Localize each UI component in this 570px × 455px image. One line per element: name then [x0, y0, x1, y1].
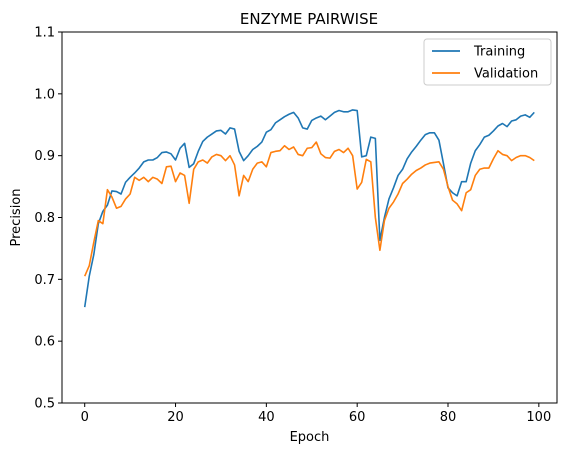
x-axis-label: Epoch: [290, 430, 330, 445]
y-tick-label: 0.9: [34, 149, 55, 164]
y-tick-label: 0.6: [34, 335, 55, 350]
plot-frame: [61, 31, 558, 404]
y-tick-label: 1.1: [34, 26, 55, 41]
y-tick-label: 1.0: [34, 87, 55, 102]
y-tick-label: 0.8: [34, 211, 55, 226]
x-axis: 0 20 40 60 80 100: [81, 403, 551, 425]
legend: Training Validation: [423, 38, 552, 86]
y-axis-label: Precision: [9, 188, 24, 246]
y-tick-label: 0.7: [34, 273, 55, 288]
legend-label-training: Training: [473, 45, 525, 60]
x-tick-label: 20: [167, 410, 184, 425]
x-tick-label: 0: [81, 410, 89, 425]
chart-title: ENZYME PAIRWISE: [240, 10, 378, 28]
y-axis: 0.5 0.6 0.7 0.8 0.9 1.0 1.1: [34, 26, 62, 412]
x-tick-label: 60: [349, 410, 366, 425]
series-line-training: [83, 109, 535, 308]
series-layer: [83, 109, 535, 308]
x-tick-label: 80: [440, 410, 457, 425]
y-tick-label: 0.5: [34, 397, 55, 412]
plot-area: [61, 31, 558, 404]
legend-label-validation: Validation: [474, 67, 538, 82]
x-tick-label: 40: [258, 410, 275, 425]
x-tick-label: 100: [526, 410, 551, 425]
series-line-validation: [83, 141, 535, 277]
